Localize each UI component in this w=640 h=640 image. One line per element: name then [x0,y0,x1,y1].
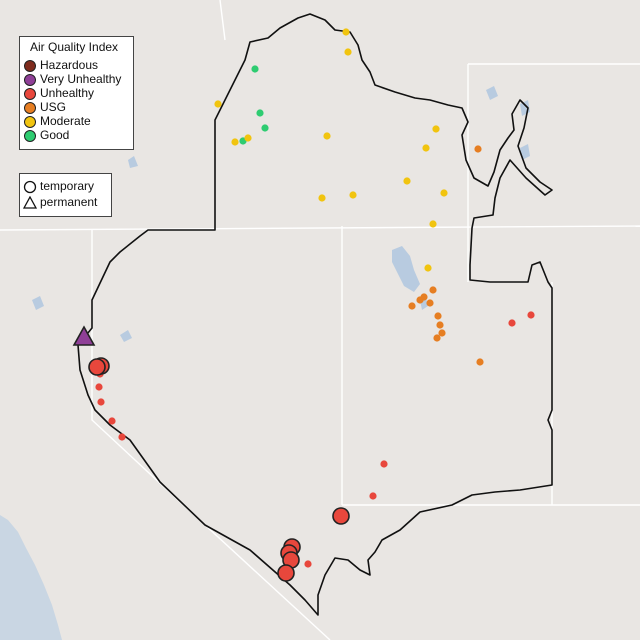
lake [32,296,44,310]
monitor-marker-unhealthy[interactable] [88,358,106,376]
legend-label: Good [40,128,70,142]
monitor-marker-moderate[interactable] [214,100,222,108]
monitor-type-legend: temporary permanent [19,173,112,217]
region-boundary [77,13,553,616]
circle-icon [23,180,37,194]
monitor-marker-moderate[interactable] [403,177,411,185]
legend-title: Air Quality Index [30,40,119,54]
monitor-marker-unhealthy[interactable] [332,507,350,525]
monitor-marker-usg[interactable] [416,296,424,304]
monitor-marker-unhealthy[interactable] [369,492,377,500]
legend-label: Moderate [40,114,91,128]
monitor-marker-usg[interactable] [434,312,442,320]
monitor-marker-moderate[interactable] [422,144,430,152]
unhealthy-swatch [24,88,36,100]
monitor-marker-usg[interactable] [429,286,437,294]
monitor-marker-usg[interactable] [433,334,441,342]
monitor-marker-good[interactable] [251,65,259,73]
monitor-marker-usg[interactable] [476,358,484,366]
monitor-marker-unhealthy[interactable] [95,383,103,391]
monitor-marker-moderate[interactable] [244,134,252,142]
monitor-marker-permanent-very-unhealthy[interactable] [72,325,96,346]
monitor-marker-usg[interactable] [474,145,482,153]
monitor-marker-unhealthy[interactable] [380,460,388,468]
legend-label: Unhealthy [40,86,95,100]
monitor-marker-moderate[interactable] [424,264,432,272]
lake-tahoe [120,330,132,342]
legend-label: Very Unhealthy [40,72,122,86]
lake [128,156,138,168]
monitor-marker-unhealthy[interactable] [304,560,312,568]
monitor-marker-unhealthy[interactable] [277,564,295,582]
usg-swatch [24,102,36,114]
moderate-swatch [24,116,36,128]
lake [520,144,530,160]
legend-label: permanent [40,195,98,209]
monitor-marker-usg[interactable] [436,321,444,329]
monitor-marker-moderate[interactable] [323,132,331,140]
legend-label: temporary [40,179,95,193]
monitor-marker-moderate[interactable] [432,125,440,133]
pacific-ocean [0,515,62,640]
monitor-marker-moderate[interactable] [349,191,357,199]
monitor-marker-unhealthy[interactable] [527,311,535,319]
monitor-marker-moderate[interactable] [429,220,437,228]
state-line [219,0,226,41]
monitor-marker-unhealthy[interactable] [108,417,116,425]
monitor-marker-moderate[interactable] [231,138,239,146]
state-line [0,225,640,231]
monitor-marker-unhealthy[interactable] [508,319,516,327]
monitor-marker-good[interactable] [261,124,269,132]
legend-label: USG [40,100,67,114]
monitor-marker-moderate[interactable] [342,28,350,36]
lake [486,86,498,100]
monitor-marker-unhealthy[interactable] [97,398,105,406]
triangle-icon [23,196,37,209]
monitor-marker-moderate[interactable] [318,194,326,202]
hazardous-swatch [24,60,36,72]
legend-label: Hazardous [40,58,99,72]
monitor-marker-unhealthy[interactable] [118,433,126,441]
very-unhealthy-swatch [24,74,36,86]
monitor-marker-moderate[interactable] [440,189,448,197]
monitor-marker-usg[interactable] [438,329,446,337]
great-salt-lake [392,246,420,292]
good-swatch [24,130,36,142]
aqi-legend: Air Quality Index Hazardous Very Unhealt… [19,36,134,150]
monitor-marker-usg[interactable] [408,302,416,310]
monitor-marker-usg[interactable] [426,299,434,307]
monitor-marker-moderate[interactable] [344,48,352,56]
monitor-marker-good[interactable] [256,109,264,117]
